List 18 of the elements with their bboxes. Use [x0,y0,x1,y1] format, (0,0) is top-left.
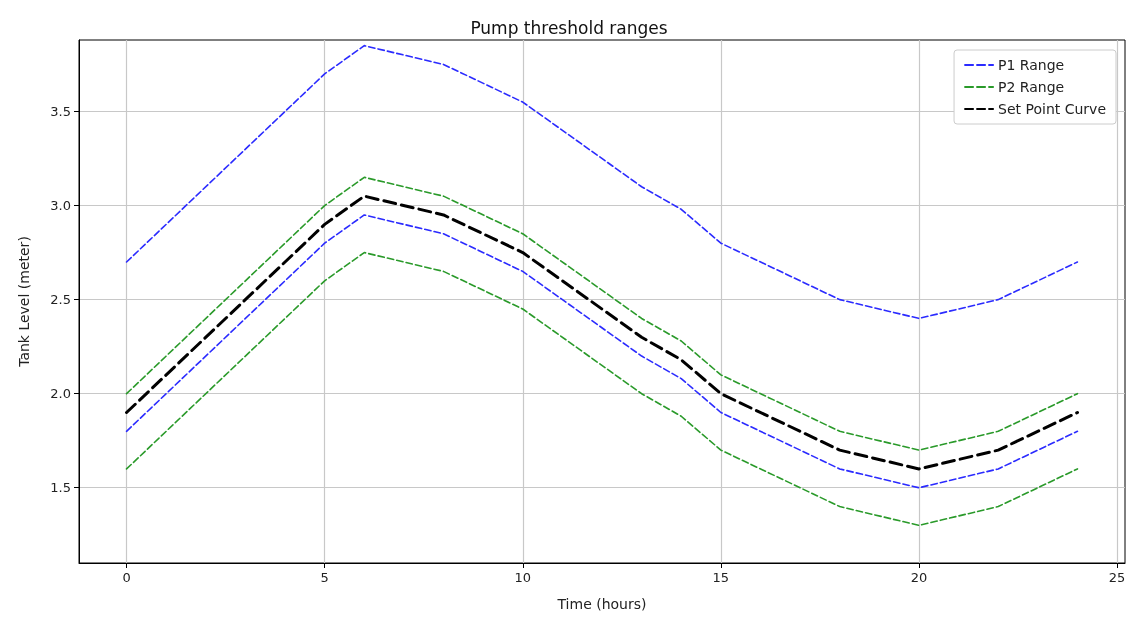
line-series [125,251,1079,527]
x-tick-label: 0 [122,570,131,585]
legend-label: Set Point Curve [998,101,1106,117]
x-axis-title: Time (hours) [556,596,647,612]
legend-label: P2 Range [998,79,1065,95]
y-tick-label: 3.5 [50,103,71,119]
chart-title: Pump threshold ranges [470,17,668,38]
x-tick-label: 20 [910,570,928,585]
x-tick-label: 25 [1108,570,1126,585]
y-axis-title: Tank Level (meter) [16,236,32,368]
x-tick-label: 10 [514,570,532,585]
y-tick-label: 2.5 [50,292,71,308]
y-tick-label: 3.0 [50,198,71,214]
legend-label: P1 Range [998,57,1065,73]
x-tick-label: 15 [712,570,730,585]
y-tick-label: 1.5 [50,480,71,496]
y-tick-label: 2.0 [50,386,71,402]
x-tick-label: 5 [320,570,329,585]
